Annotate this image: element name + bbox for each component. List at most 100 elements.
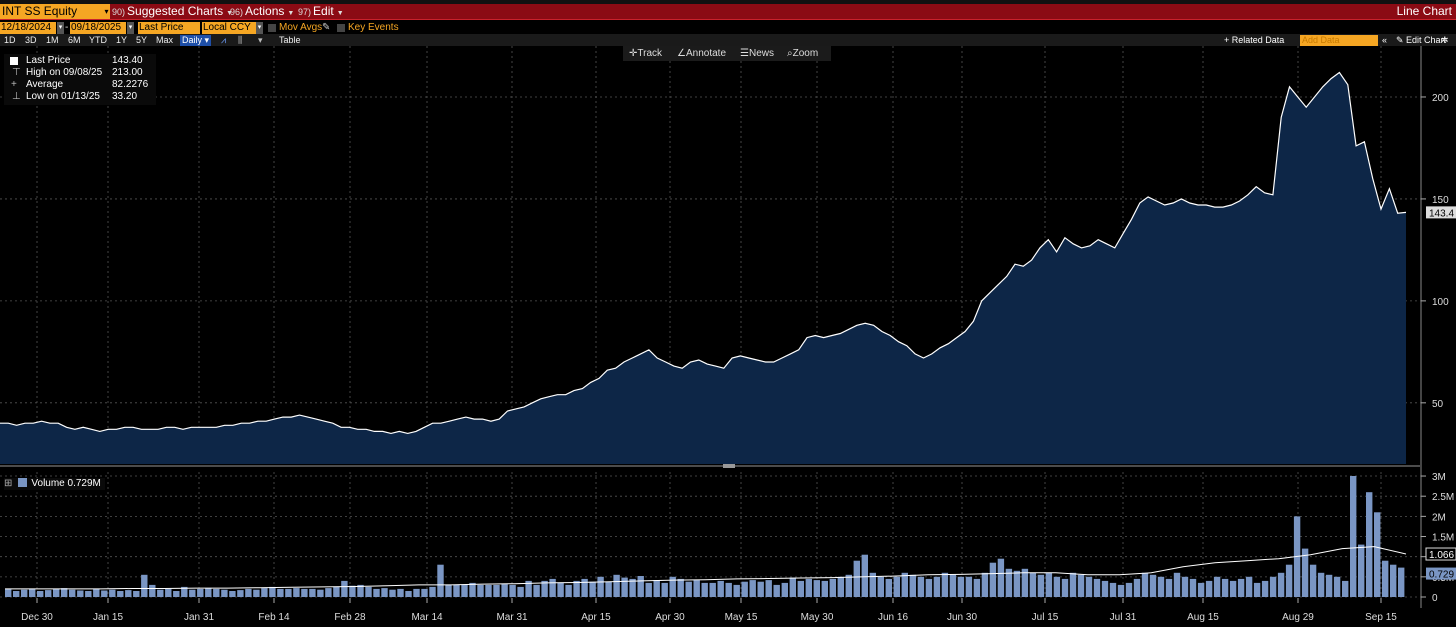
volume-bar <box>837 576 844 597</box>
range-1y[interactable]: 1Y <box>116 35 128 45</box>
volume-bar <box>1269 576 1277 597</box>
average-marker-icon: + <box>11 79 17 90</box>
x-tick-label: Feb 14 <box>258 612 290 623</box>
news-button[interactable]: ☰ News <box>740 48 774 59</box>
volume-bar <box>269 586 276 597</box>
x-tick-label: Jun 30 <box>947 612 977 623</box>
options-row <box>0 21 1456 34</box>
settings-icon[interactable]: ✲ <box>1441 35 1449 45</box>
track-button[interactable]: ✛ Track <box>629 48 663 59</box>
annotate-button[interactable]: ∠ Annotate <box>677 48 727 59</box>
field-select[interactable]: Last Price <box>138 22 200 34</box>
volume-bar <box>797 580 804 597</box>
range-1m[interactable]: 1M <box>46 35 59 45</box>
volume-bar <box>1261 580 1269 597</box>
start-date-field[interactable]: 12/18/2024 <box>0 22 56 34</box>
collapse-icon[interactable]: « <box>1382 35 1388 45</box>
suggested-charts-menu[interactable]: 90) Suggested Charts ▼ <box>112 4 234 18</box>
key-events-label[interactable]: Key Events <box>348 22 399 33</box>
top-strip <box>0 0 1456 4</box>
bar-style-icon[interactable]: ⫼ <box>238 35 243 45</box>
frequency-select[interactable]: Daily ▾ <box>180 35 212 46</box>
volume-bar <box>1205 580 1213 597</box>
volume-bar <box>85 591 92 597</box>
volume-bar <box>253 589 260 597</box>
range-5y[interactable]: 5Y <box>136 35 148 45</box>
expand-icon[interactable]: ⊞ <box>4 478 13 489</box>
panel-resize-handle[interactable] <box>723 464 735 468</box>
volume-bar <box>1045 572 1053 597</box>
volume-bar <box>605 581 612 597</box>
volume-bar <box>29 588 36 597</box>
volume-bar <box>1342 580 1349 597</box>
ticker-field[interactable]: INT SS Equity <box>0 4 103 19</box>
volume-bar <box>1141 572 1149 597</box>
x-tick-label: Mar 31 <box>496 612 528 623</box>
volume-bar <box>1149 574 1157 597</box>
volume-bar <box>389 589 396 597</box>
zoom-button[interactable]: ⌕ Zoom <box>787 48 819 59</box>
volume-legend[interactable]: ⊞ Volume 0.729M <box>4 478 105 490</box>
volume-bar <box>485 584 492 597</box>
volume-bar <box>37 591 44 597</box>
end-date-field[interactable]: 09/18/2025 <box>70 22 126 34</box>
table-button[interactable]: Table <box>279 35 301 45</box>
ticker-dropdown-icon[interactable]: ▾ <box>103 4 110 19</box>
related-data-button[interactable]: + Related Data <box>1224 35 1285 45</box>
add-data-input[interactable]: Add Data <box>1300 35 1378 46</box>
mov-avgs-checkbox[interactable] <box>268 24 276 32</box>
volume-bar <box>109 589 116 597</box>
key-events-checkbox[interactable] <box>337 24 345 32</box>
volume-bar <box>157 589 164 597</box>
volume-bar <box>301 588 308 597</box>
volume-bar <box>437 564 444 597</box>
volume-bar <box>781 582 788 597</box>
pencil-icon[interactable]: ✎ <box>322 22 331 33</box>
volume-bar <box>517 586 524 597</box>
edit-menu[interactable]: 97) Edit ▼ <box>298 4 344 18</box>
actions-menu[interactable]: 96) Actions ▼ <box>230 4 295 18</box>
legend-high: ⊤ High on 09/08/25 213.00 <box>12 67 143 78</box>
mov-avgs-label[interactable]: Mov Avgs <box>279 22 323 33</box>
volume-bar <box>933 576 941 597</box>
line-style-icon[interactable]: ⩘ <box>221 35 227 45</box>
volume-bar <box>573 580 580 597</box>
volume-bar <box>277 588 284 597</box>
currency-select[interactable]: Local CCY <box>202 22 256 34</box>
volume-last-value: 0.729 <box>1429 570 1454 581</box>
range-1d[interactable]: 1D <box>4 35 16 45</box>
last-price-value: 143.4 <box>1429 208 1454 219</box>
style-dropdown-icon[interactable]: ▾ <box>258 35 263 45</box>
white-square-icon <box>10 57 18 65</box>
volume-bar <box>997 558 1005 597</box>
range-3d[interactable]: 3D <box>25 35 37 45</box>
volume-bar <box>925 578 933 597</box>
currency-dropdown-icon[interactable]: ▾ <box>256 22 263 34</box>
volume-bar <box>1382 560 1389 597</box>
volume-bar <box>309 588 316 597</box>
range-max[interactable]: Max <box>156 35 174 45</box>
volume-bar <box>1181 576 1189 597</box>
volume-bar <box>709 582 716 597</box>
date-separator: - <box>65 22 69 33</box>
volume-bar <box>1325 574 1333 597</box>
edit-chart-button[interactable]: ✎ Edit Chart <box>1396 35 1447 45</box>
x-tick-label: Jan 15 <box>93 612 123 623</box>
volume-bar <box>77 590 84 597</box>
volume-bar <box>1309 564 1317 597</box>
volume-bar <box>1229 580 1237 597</box>
volume-bar <box>949 574 957 597</box>
volume-bar <box>629 578 636 597</box>
start-date-dropdown-icon[interactable]: ▾ <box>57 22 64 34</box>
y-tick-label: 50 <box>1432 399 1444 410</box>
range-6m[interactable]: 6M <box>68 35 81 45</box>
end-date-dropdown-icon[interactable]: ▾ <box>127 22 134 34</box>
range-ytd[interactable]: YTD <box>89 35 107 45</box>
volume-bar <box>749 580 756 597</box>
volume-bar <box>493 584 500 597</box>
volume-bar <box>405 591 412 597</box>
legend-last-price[interactable]: Last Price 143.40 <box>4 55 156 67</box>
chart-type-label[interactable]: Line Chart <box>1396 4 1452 18</box>
volume-y-tick-label: 2.5M <box>1432 492 1454 503</box>
